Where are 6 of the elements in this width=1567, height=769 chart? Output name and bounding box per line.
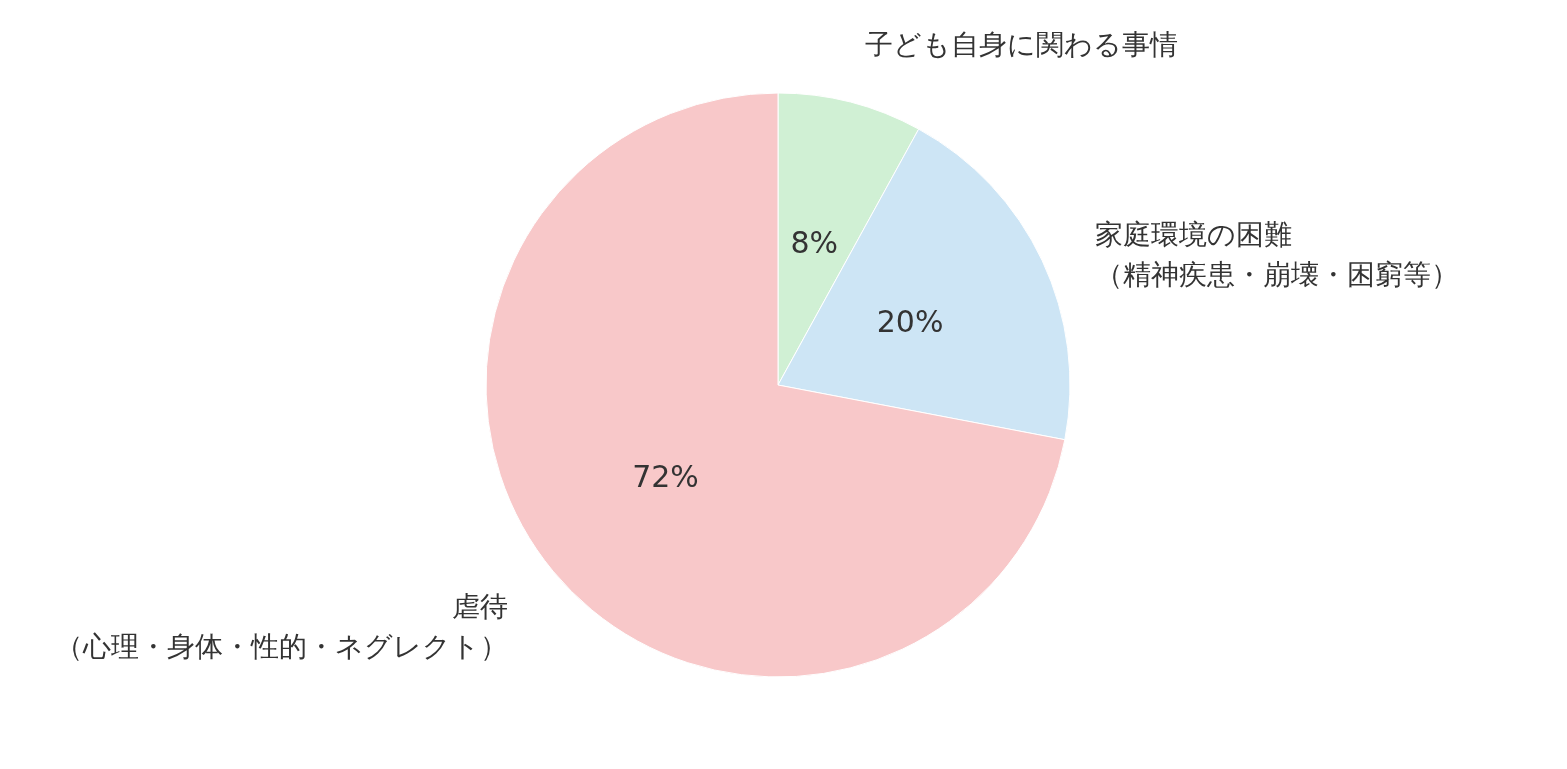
data-label: 8% — [790, 224, 839, 260]
slice-label: 子ども自身に関わる事情 — [865, 27, 1179, 61]
slice-label: 虐待（心理・身体・性的・ネグレクト） — [55, 590, 509, 664]
data-label: 20% — [876, 303, 944, 339]
data-label: 72% — [632, 459, 699, 495]
slice-label: 家庭環境の困難（精神疾患・崩壊・困窮等） — [1095, 217, 1460, 291]
